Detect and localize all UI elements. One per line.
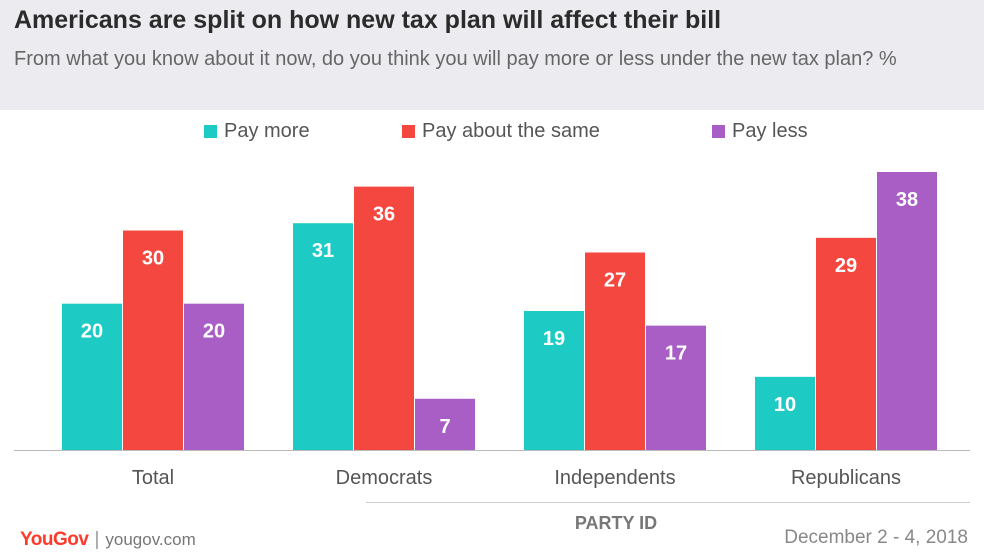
bar-republicans-pay-less — [877, 172, 937, 450]
data-label-democrats-pay-about-the-same: 36 — [373, 204, 395, 226]
legend-swatch-pay-same — [402, 125, 415, 138]
footer-separator: | — [94, 529, 100, 550]
category-label-democrats: Democrats — [336, 467, 433, 489]
data-label-independents-pay-less: 17 — [665, 343, 687, 365]
category-label-republicans: Republicans — [791, 467, 901, 489]
bar-independents-pay-less — [646, 325, 706, 450]
bar-independents-pay-about-the-same — [585, 252, 645, 450]
legend-label-pay-same: Pay about the same — [422, 120, 600, 142]
data-label-independents-pay-about-the-same: 27 — [604, 269, 626, 291]
bar-republicans-pay-more — [755, 376, 815, 450]
bar-independents-pay-more — [524, 311, 584, 450]
bar-republicans-pay-about-the-same — [816, 237, 876, 450]
bar-democrats-pay-about-the-same — [354, 186, 414, 450]
party-id-label: PARTY ID — [575, 513, 657, 533]
chart-subtitle: From what you know about it now, do you … — [14, 48, 897, 70]
header-band: Americans are split on how new tax plan … — [0, 0, 984, 110]
data-label-democrats-pay-more: 31 — [312, 240, 334, 262]
category-label-total: Total — [132, 467, 174, 489]
legend: Pay more Pay about the same Pay less — [0, 120, 984, 148]
legend-swatch-pay-more — [204, 125, 217, 138]
survey-date: December 2 - 4, 2018 — [784, 527, 968, 548]
bar-total-pay-less — [184, 303, 244, 450]
legend-item-pay-same: Pay about the same — [402, 120, 600, 143]
legend-item-pay-less: Pay less — [712, 120, 808, 143]
footer-brand: YouGov | yougov.com — [20, 529, 196, 551]
category-label-independents: Independents — [554, 467, 675, 489]
bar-total-pay-more — [62, 303, 122, 450]
data-label-total-pay-about-the-same: 30 — [142, 248, 164, 270]
legend-label-pay-less: Pay less — [732, 120, 808, 142]
bar-total-pay-about-the-same — [123, 230, 183, 450]
data-label-independents-pay-more: 19 — [543, 328, 565, 350]
bar-democrats-pay-less — [415, 398, 475, 450]
data-label-total-pay-more: 20 — [81, 321, 103, 343]
legend-swatch-pay-less — [712, 125, 725, 138]
bar-democrats-pay-more — [293, 223, 353, 450]
legend-item-pay-more: Pay more — [204, 120, 310, 143]
data-label-republicans-pay-more: 10 — [774, 394, 796, 416]
data-label-republicans-pay-less: 38 — [896, 189, 918, 211]
legend-label-pay-more: Pay more — [224, 120, 310, 142]
data-label-total-pay-less: 20 — [203, 321, 225, 343]
data-label-democrats-pay-less: 7 — [439, 416, 450, 438]
data-label-republicans-pay-about-the-same: 29 — [835, 255, 857, 277]
chart-title: Americans are split on how new tax plan … — [14, 6, 722, 34]
footer-url: yougov.com — [105, 530, 196, 549]
yougov-logo: YouGov — [20, 529, 89, 550]
